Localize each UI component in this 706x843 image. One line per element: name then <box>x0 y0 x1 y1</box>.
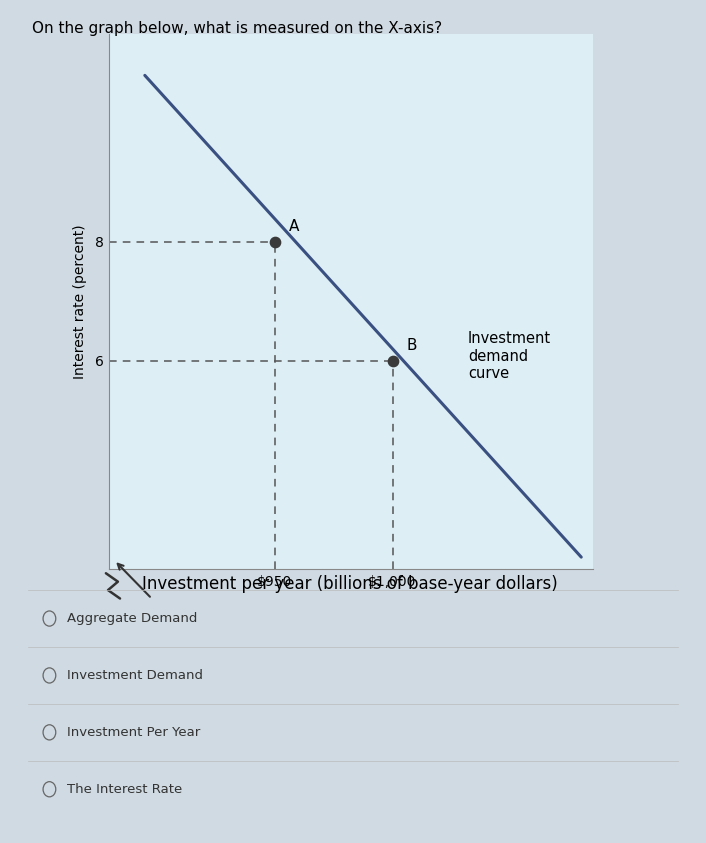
Point <box>387 354 398 368</box>
Text: B: B <box>407 338 417 353</box>
Text: Aggregate Demand: Aggregate Demand <box>67 612 198 625</box>
Text: On the graph below, what is measured on the X-axis?: On the graph below, what is measured on … <box>32 21 442 36</box>
Text: A: A <box>289 219 299 234</box>
Text: Investment Per Year: Investment Per Year <box>67 726 201 738</box>
Text: Investment
demand
curve: Investment demand curve <box>468 331 551 381</box>
Text: Investment per year (billions of base-year dollars): Investment per year (billions of base-ye… <box>142 575 557 593</box>
Y-axis label: Interest rate (percent): Interest rate (percent) <box>73 224 87 379</box>
Text: The Interest Rate: The Interest Rate <box>67 783 182 796</box>
Point <box>269 235 280 249</box>
Text: Investment Demand: Investment Demand <box>67 669 203 682</box>
